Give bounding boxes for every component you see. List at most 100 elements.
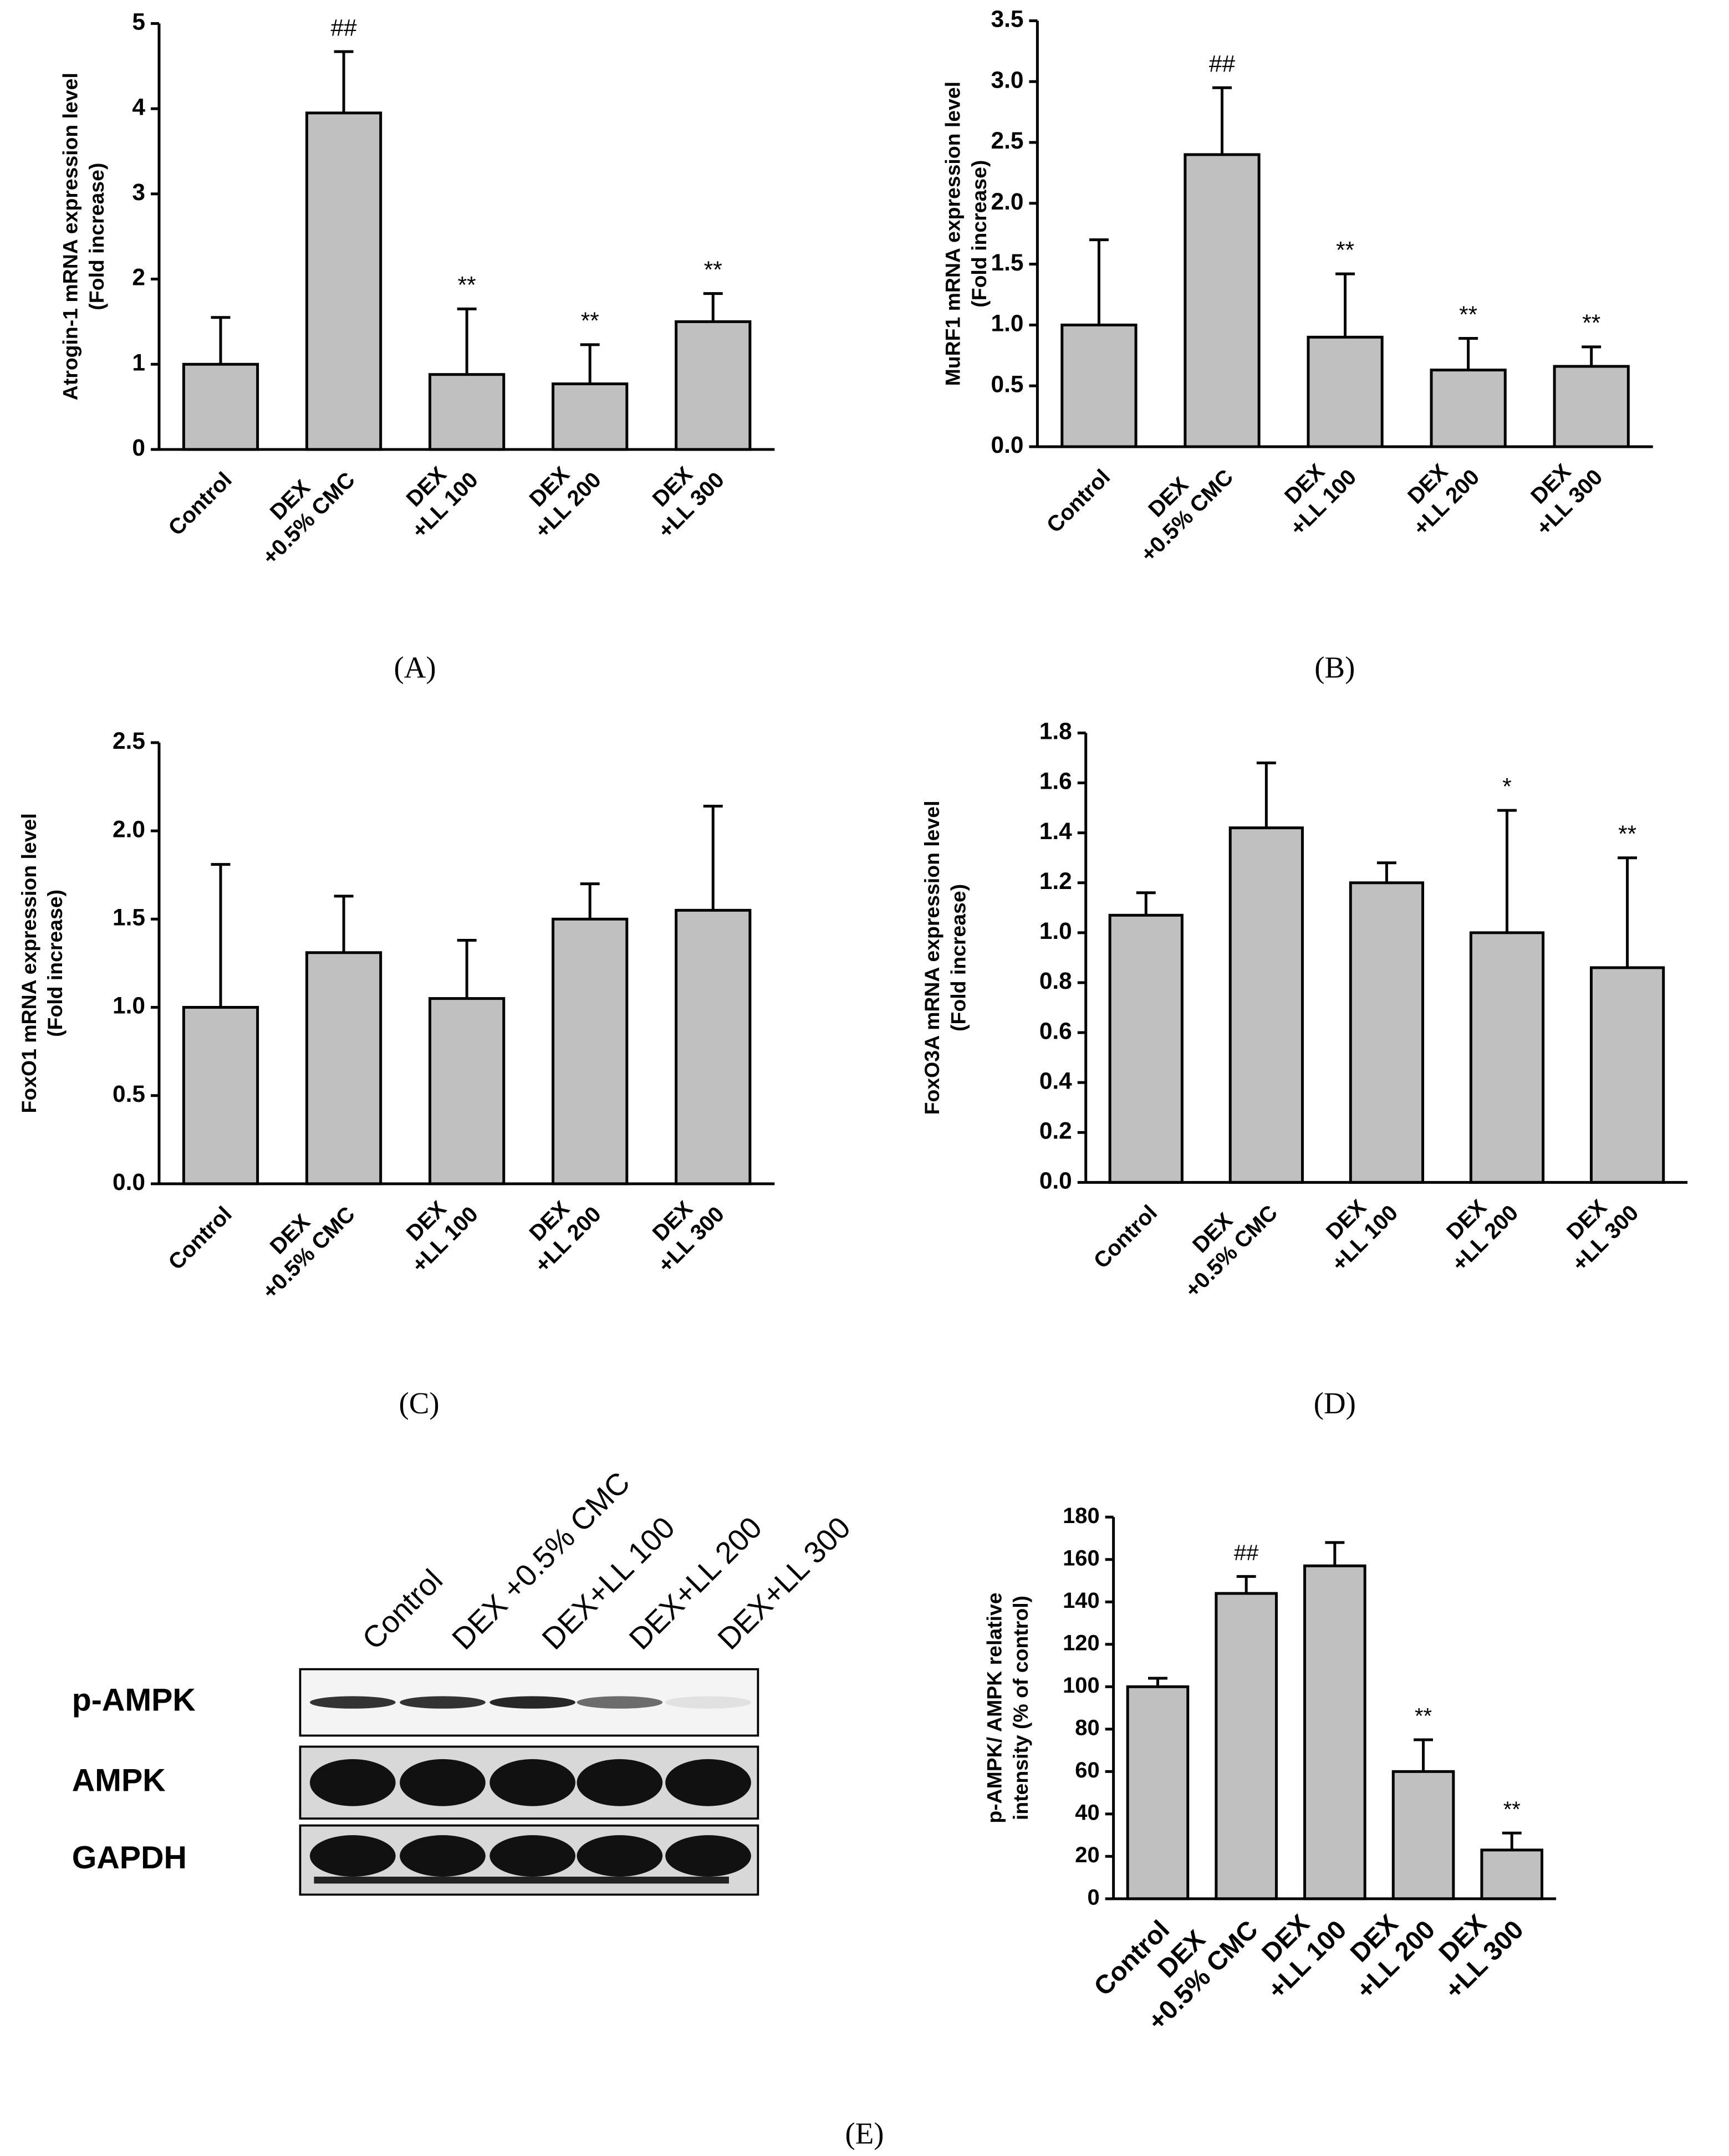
lane-label-group: Control	[355, 1562, 449, 1656]
y-axis-title: FoxO1 mRNA expression level (Fold increas…	[17, 813, 67, 1113]
x-tick-label: Control	[164, 468, 236, 540]
panel-label: (A)	[394, 651, 436, 684]
y-axis-title-line: FoxO1 mRNA expression level	[17, 813, 40, 1113]
y-tick-label: 0.5	[991, 371, 1023, 397]
blot-row-label: AMPK	[72, 1762, 166, 1798]
bar	[1215, 1592, 1278, 1900]
panel-label: (D)	[1314, 1386, 1356, 1420]
significance-label: **	[704, 257, 722, 283]
blot-row-label: p-AMPK	[72, 1683, 196, 1718]
y-axis-title-line: p-AMPK/ AMPK relative	[982, 1592, 1006, 1823]
blot-band	[400, 1835, 486, 1877]
bar	[675, 908, 752, 1186]
blot-band	[489, 1696, 576, 1709]
blot-band	[400, 1696, 486, 1709]
y-axis-title-line: (Fold increase)	[85, 163, 108, 310]
x-tick-label-group: DEX+LL 300	[648, 1196, 729, 1278]
blot-band	[400, 1759, 486, 1806]
blot-band	[665, 1759, 751, 1806]
bar	[182, 362, 259, 451]
bar	[1307, 335, 1384, 448]
x-tick-label: +0.5% CMC	[1136, 465, 1238, 567]
x-tick-label: Control	[1089, 1200, 1162, 1273]
y-tick-label: 40	[1075, 1800, 1099, 1825]
y-tick-label: 3.0	[991, 67, 1023, 93]
x-tick-label-group: DEX+0.5% CMC	[1180, 1200, 1282, 1302]
bar	[552, 917, 629, 1186]
y-tick-label: 160	[1063, 1546, 1100, 1570]
x-tick-label-group: DEX+LL 200	[1345, 1909, 1441, 2005]
bar	[1349, 881, 1425, 1184]
y-tick-label: 20	[1075, 1843, 1099, 1867]
x-tick-label: +0.5% CMC	[258, 468, 360, 570]
y-tick-label: 5	[132, 9, 145, 35]
y-axis-title-line: Atrogin-1 mRNA expression level	[59, 73, 82, 400]
y-tick-label: 2.0	[991, 188, 1023, 214]
x-tick-label-group: Control	[1042, 465, 1115, 538]
chart: Control DEX+0.5% CMC DEX+LL 100 * DEX+LL 200…	[920, 718, 1688, 1420]
x-tick-label-group: Control	[1089, 1200, 1162, 1273]
y-tick-label: 2.5	[113, 728, 145, 754]
x-tick-label-group: DEX+LL 200	[525, 462, 606, 543]
bar	[552, 382, 629, 451]
significance-label: *	[1502, 773, 1512, 799]
y-axis-title-line: intensity (% of control)	[1009, 1596, 1032, 1820]
y-axis-title-line: (Fold increase)	[947, 884, 970, 1031]
y-tick-label: 3.5	[991, 6, 1023, 32]
y-tick-label: 1.8	[1039, 718, 1072, 744]
bar	[1469, 931, 1545, 1184]
y-tick-label: 0.4	[1039, 1067, 1072, 1094]
bar	[429, 997, 506, 1186]
significance-label: **	[1582, 310, 1600, 336]
x-tick-label-group: Control	[164, 468, 236, 540]
significance-label: **	[458, 272, 476, 298]
bar	[1108, 913, 1184, 1184]
x-tick-label: +0.5% CMC	[258, 1202, 360, 1304]
y-tick-label: 1.0	[1039, 918, 1072, 944]
significance-label: ##	[330, 14, 357, 40]
y-tick-label: 2.0	[113, 816, 145, 842]
y-tick-label: 1.0	[991, 310, 1023, 336]
y-tick-label: 1	[132, 349, 145, 375]
chart: Control DEX+0.5% CMC DEX+LL 100 DEX+LL 200 D…	[17, 728, 775, 1420]
blot-band	[489, 1835, 576, 1877]
x-tick-label-group: DEX+LL 100	[402, 1196, 483, 1278]
bar	[1228, 826, 1304, 1184]
x-tick-label-group: DEX+LL 300	[648, 462, 729, 543]
panel-label: (E)	[845, 2117, 884, 2150]
x-tick-label-group: DEX+0.5% CMC	[1136, 465, 1238, 567]
bar	[1430, 369, 1507, 448]
bar	[1589, 966, 1665, 1184]
blot-band	[309, 1835, 396, 1877]
bar	[305, 111, 382, 451]
blot-band	[309, 1696, 396, 1709]
y-tick-label: 2.5	[991, 127, 1023, 154]
x-tick-label-group: DEX+LL 100	[402, 462, 483, 543]
bar	[182, 1006, 259, 1186]
significance-label: **	[581, 308, 599, 334]
x-tick-label: +0.5% CMC	[1180, 1200, 1282, 1302]
significance-label: **	[1415, 1704, 1432, 1729]
blot-band	[577, 1759, 663, 1806]
bar	[1126, 1685, 1190, 1900]
significance-label: ##	[1209, 50, 1236, 76]
y-tick-label: 0.2	[1039, 1117, 1072, 1143]
panel-label: (C)	[399, 1386, 439, 1420]
x-tick-label-group: DEX+LL 100	[1256, 1909, 1352, 2005]
y-tick-label: 60	[1075, 1758, 1099, 1782]
x-tick-label-group: DEX+LL 200	[1403, 459, 1484, 540]
x-tick-label-group: Control	[164, 1202, 236, 1274]
y-axis-title: FoxO3A mRNA expression level (Fold increa…	[920, 801, 970, 1115]
y-axis-title: p-AMPK/ AMPK relative intensity (% of con…	[982, 1592, 1032, 1823]
significance-label: **	[1503, 1797, 1521, 1822]
blot-band	[665, 1696, 751, 1709]
y-tick-label: 1.6	[1039, 768, 1072, 794]
x-tick-label-group: DEX+0.5% CMC	[258, 1202, 360, 1304]
significance-label: ##	[1234, 1541, 1258, 1565]
x-tick-label: Control	[164, 1202, 236, 1274]
lane-label: Control	[355, 1562, 449, 1656]
blot-band	[577, 1835, 663, 1877]
bar	[1480, 1848, 1544, 1900]
